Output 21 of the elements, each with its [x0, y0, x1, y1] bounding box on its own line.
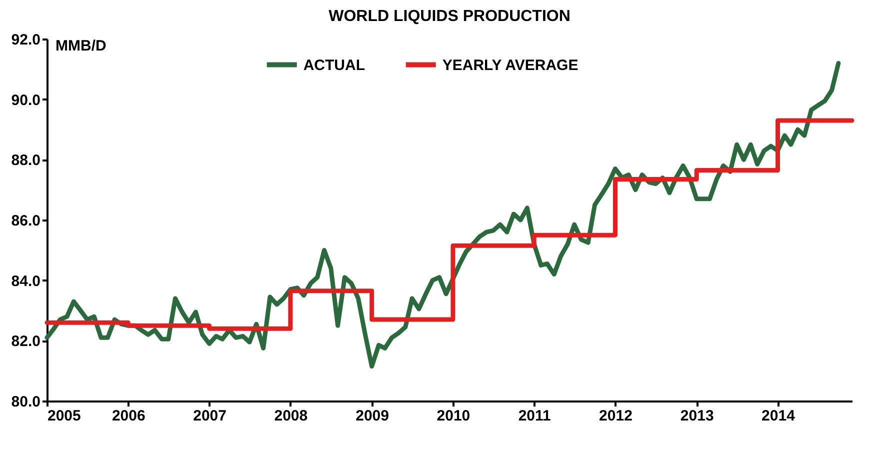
y-tick-label: 86.0	[11, 212, 40, 230]
x-tick-label: 2007	[193, 408, 226, 424]
chart-title: WORLD LIQUIDS PRODUCTION	[328, 8, 570, 25]
x-tick-label: 2009	[356, 408, 389, 424]
x-tick-label: 2008	[274, 408, 308, 424]
legend-label: YEARLY AVERAGE	[442, 56, 578, 74]
y-axis-title: MMB/D	[56, 38, 106, 54]
legend-label: ACTUAL	[303, 56, 366, 74]
y-tick-label: 80.0	[11, 394, 40, 410]
y-tick-label: 92.0	[11, 32, 40, 48]
x-tick-label: 2006	[112, 408, 146, 424]
y-tick-label: 82.0	[11, 333, 40, 350]
y-tick-label: 88.0	[11, 152, 40, 170]
x-tick-label: 2011	[518, 408, 551, 424]
x-tick-label: 2012	[599, 408, 632, 424]
y-tick-label: 84.0	[11, 272, 40, 290]
x-tick-label: 2014	[762, 408, 796, 424]
y-tick-label: 90.0	[11, 92, 40, 109]
x-tick-label: 2013	[680, 408, 714, 424]
x-tick-label: 2005	[48, 408, 81, 424]
x-tick-label: 2010	[436, 408, 470, 424]
